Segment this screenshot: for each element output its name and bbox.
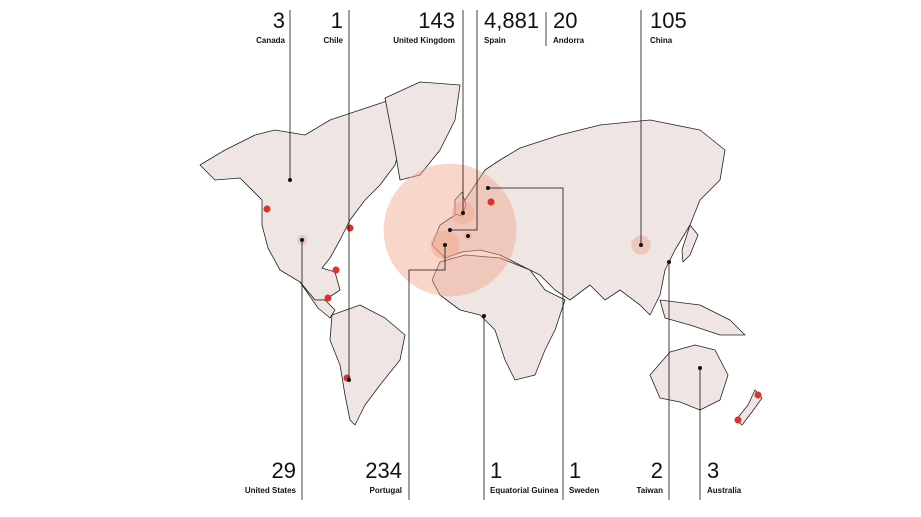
japan <box>681 224 699 263</box>
continents <box>199 81 763 426</box>
southeast-asia <box>659 299 746 336</box>
count: 143 <box>418 8 455 33</box>
leader-line <box>450 10 478 231</box>
dot <box>263 205 271 213</box>
count: 234 <box>365 458 402 483</box>
leader-line <box>408 245 446 500</box>
australia <box>649 344 729 411</box>
greenland <box>384 81 461 181</box>
point <box>466 234 470 238</box>
country-name: Andorra <box>553 36 585 45</box>
central-america <box>299 281 336 319</box>
count: 3 <box>707 458 719 483</box>
count: 4,881 <box>484 8 539 33</box>
dot <box>734 416 742 424</box>
country-name: Taiwan <box>636 486 663 495</box>
north-america <box>199 99 406 301</box>
country-name: Portugal <box>370 486 402 495</box>
count: 3 <box>273 8 285 33</box>
markers <box>263 12 762 424</box>
country-name: Equatorial Guinea <box>490 486 559 495</box>
dot <box>346 224 354 232</box>
country-name: Canada <box>256 36 285 45</box>
country-name: China <box>650 36 673 45</box>
dot <box>324 294 332 302</box>
count: 2 <box>651 458 663 483</box>
africa <box>431 254 566 381</box>
count: 29 <box>272 458 296 483</box>
count: 1 <box>569 458 581 483</box>
count: 105 <box>650 8 687 33</box>
country-name: Australia <box>707 486 742 495</box>
south-america <box>329 304 406 426</box>
count: 20 <box>553 8 577 33</box>
country-name: Sweden <box>569 486 599 495</box>
count: 1 <box>331 8 343 33</box>
new-zealand <box>735 389 763 426</box>
country-name: United Kingdom <box>393 36 455 45</box>
count: 1 <box>490 458 502 483</box>
leader-line <box>488 187 564 500</box>
dot <box>487 198 495 206</box>
dot <box>332 266 340 274</box>
dot <box>754 391 762 399</box>
country-name: Chile <box>323 36 343 45</box>
country-name: United States <box>245 486 297 495</box>
country-name: Spain <box>484 36 506 45</box>
